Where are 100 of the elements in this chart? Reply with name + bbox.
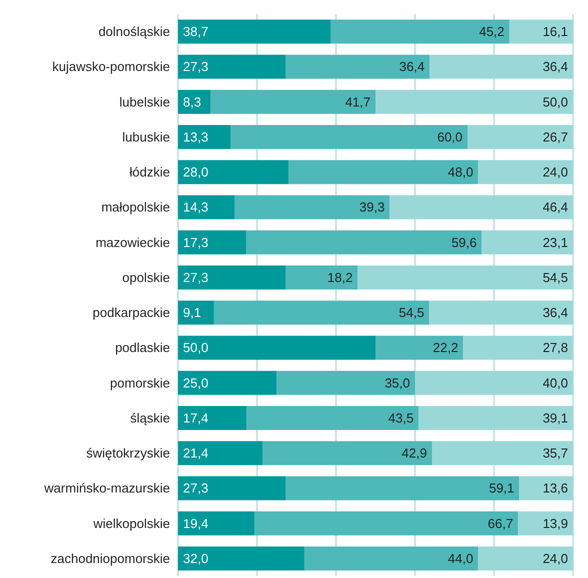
data-label: 27,3 xyxy=(183,59,208,74)
bar xyxy=(178,476,286,500)
data-label: 27,3 xyxy=(183,480,208,496)
bar xyxy=(210,90,376,114)
bar xyxy=(262,441,432,466)
bar xyxy=(509,20,573,44)
bar xyxy=(330,20,510,44)
y-tick-label: zachodniopomorskie xyxy=(50,550,170,566)
bar xyxy=(482,230,573,254)
bar xyxy=(288,160,478,184)
bar xyxy=(415,370,573,395)
bar xyxy=(478,546,573,570)
data-label: 36,4 xyxy=(542,305,568,320)
bar xyxy=(286,54,430,79)
bar xyxy=(304,546,478,570)
data-label: 36,4 xyxy=(399,59,425,74)
data-label: 41,7 xyxy=(345,94,370,110)
bar xyxy=(178,336,376,360)
data-label: 13,3 xyxy=(183,129,208,144)
bar xyxy=(178,195,234,220)
data-label: 21,4 xyxy=(183,446,208,461)
y-tick-label: śląskie xyxy=(130,410,170,426)
bar xyxy=(246,406,419,430)
data-label: 42,9 xyxy=(402,446,427,461)
y-tick-label: kujawsko-pomorskie xyxy=(52,59,170,74)
data-label: 23,1 xyxy=(542,234,568,250)
bar xyxy=(178,370,277,395)
bar xyxy=(178,124,231,149)
bar xyxy=(376,90,573,114)
data-label: 27,8 xyxy=(542,340,568,356)
bar xyxy=(478,160,573,184)
bar xyxy=(178,300,214,325)
bar xyxy=(178,90,211,114)
data-label: 48,0 xyxy=(448,164,474,180)
data-label: 59,6 xyxy=(451,234,477,250)
data-label: 46,4 xyxy=(542,200,568,215)
data-label: 27,3 xyxy=(183,270,208,285)
data-label: 36,4 xyxy=(542,59,568,74)
bar xyxy=(463,336,573,360)
y-tick-label: mazowieckie xyxy=(96,234,170,250)
bar xyxy=(468,124,573,149)
bar xyxy=(178,511,255,536)
data-label: 43,5 xyxy=(388,410,414,426)
data-label: 22,2 xyxy=(432,340,458,356)
data-label: 8,3 xyxy=(183,94,202,110)
bar xyxy=(254,511,518,536)
bar xyxy=(178,230,246,254)
data-label: 39,1 xyxy=(542,410,568,426)
data-label: 17,4 xyxy=(183,410,208,426)
y-tick-label: lubelskie xyxy=(119,94,170,110)
data-label: 45,2 xyxy=(479,24,504,40)
data-label: 25,0 xyxy=(183,375,208,390)
y-tick-label: dolnośląskie xyxy=(98,24,170,40)
y-tick-label: pomorskie xyxy=(110,375,170,390)
data-label: 16,1 xyxy=(542,24,568,40)
y-tick-label: warmińsko-mazurskie xyxy=(43,480,170,496)
bar xyxy=(230,124,468,149)
data-label: 40,0 xyxy=(542,375,568,390)
bar xyxy=(178,265,286,290)
data-label: 54,5 xyxy=(398,305,424,320)
data-label: 50,0 xyxy=(542,94,568,110)
bar xyxy=(276,370,415,395)
data-label: 35,7 xyxy=(542,446,568,461)
bar xyxy=(286,476,520,500)
y-tick-label: lubuskie xyxy=(122,129,170,144)
data-label: 60,0 xyxy=(437,129,463,144)
bar xyxy=(432,441,573,466)
bar xyxy=(178,160,289,184)
data-label: 39,3 xyxy=(359,200,385,215)
bar xyxy=(234,195,390,220)
y-tick-label: łódzkie xyxy=(130,164,170,180)
bar xyxy=(178,406,247,430)
bar xyxy=(418,406,573,430)
bar xyxy=(376,336,464,360)
bar xyxy=(178,54,286,79)
data-label: 35,0 xyxy=(384,375,410,390)
bar xyxy=(429,300,573,325)
y-tick-label: świętokrzyskie xyxy=(86,446,170,461)
y-tick-label: wielkopolskie xyxy=(92,516,170,531)
bar xyxy=(286,265,358,290)
data-label: 13,9 xyxy=(542,516,568,531)
data-label: 9,1 xyxy=(183,305,202,320)
bar xyxy=(178,546,304,570)
y-tick-label: podkarpackie xyxy=(92,305,170,320)
data-label: 18,2 xyxy=(327,270,353,285)
bar xyxy=(246,230,482,254)
data-label: 32,0 xyxy=(183,550,208,566)
bar xyxy=(178,441,263,466)
data-label: 59,1 xyxy=(488,480,514,496)
data-label: 38,7 xyxy=(183,24,208,40)
data-label: 28,0 xyxy=(183,164,208,180)
data-label: 24,0 xyxy=(542,550,568,566)
bar xyxy=(178,20,331,44)
bar xyxy=(214,300,430,325)
data-label: 17,3 xyxy=(183,234,208,250)
data-label: 24,0 xyxy=(542,164,568,180)
data-label: 19,4 xyxy=(183,516,208,531)
y-tick-label: małopolskie xyxy=(101,200,170,215)
y-tick-label: opolskie xyxy=(122,270,170,285)
data-label: 66,7 xyxy=(488,516,514,531)
